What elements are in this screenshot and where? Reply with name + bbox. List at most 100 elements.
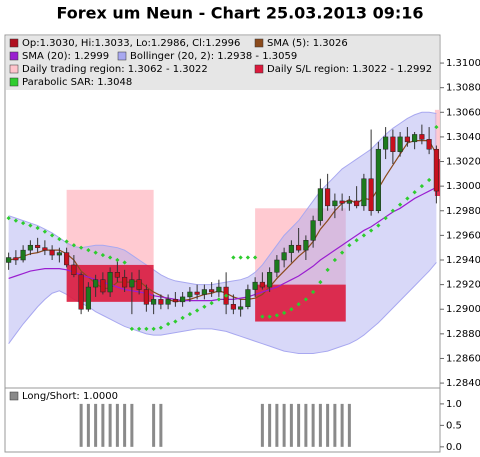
sar-dot (21, 220, 26, 226)
sar-dot (347, 243, 352, 248)
candle-body (259, 281, 265, 288)
bar (159, 403, 163, 447)
candle-body (93, 279, 99, 288)
candle-body (49, 249, 55, 256)
sar-dot (79, 245, 84, 250)
candle-body (151, 299, 157, 305)
sar-dot (296, 302, 301, 307)
bar (340, 403, 344, 447)
candle-body (35, 244, 41, 248)
candle-body (201, 289, 207, 295)
candle-body (56, 252, 62, 256)
plot-layer (79, 403, 351, 447)
sar-dot (245, 255, 250, 260)
sar-dot (209, 300, 214, 306)
sar-dot (398, 202, 403, 207)
sar-dot (311, 289, 316, 295)
candle-body (317, 188, 323, 221)
bar (318, 403, 322, 447)
sar-dot (224, 293, 229, 298)
sar-dot (180, 315, 185, 320)
sar-dot (253, 255, 258, 260)
legend-swatch (9, 391, 19, 401)
candle-body (172, 299, 178, 303)
candle-body (310, 220, 316, 241)
candle-body (361, 178, 367, 207)
sar-dot (144, 326, 149, 332)
bar (297, 403, 301, 447)
sar-dot (137, 326, 142, 332)
sar-dot (282, 310, 287, 316)
candle-body (288, 244, 294, 253)
candle-body (165, 299, 171, 305)
y-tick-label: 1.0 (446, 399, 462, 410)
sar-dot (151, 326, 156, 332)
bar (115, 403, 119, 447)
sar-dot (419, 184, 424, 189)
y-tick-label: 1.3060 (446, 107, 480, 118)
candle-body (216, 286, 222, 293)
sar-dot (195, 308, 200, 313)
sar-dot (202, 304, 207, 309)
candle-body (281, 252, 287, 261)
y-tick-label: 1.3040 (446, 132, 480, 143)
candle-body (339, 200, 345, 204)
candle-body (6, 257, 12, 263)
sar-dot (129, 326, 134, 332)
candle-body (129, 279, 135, 288)
legend-swatch (9, 51, 19, 61)
legend-box (6, 36, 439, 90)
candle-body (390, 136, 396, 152)
sar-dot (390, 208, 395, 213)
candle-body (404, 136, 410, 143)
candle-body (27, 244, 33, 251)
legend-swatch (117, 51, 127, 61)
bar (123, 403, 127, 447)
bar (326, 403, 330, 447)
y-tick-label: 1.2900 (446, 304, 480, 315)
y-tick-label: 1.2840 (446, 378, 480, 389)
sar-dot (93, 250, 98, 255)
candle-body (346, 200, 352, 204)
bar (282, 403, 286, 447)
legend-label: SMA (5): 1.3026 (267, 38, 348, 49)
y-tick-label: 1.2860 (446, 353, 480, 364)
bar (268, 403, 272, 447)
candle-body (158, 299, 164, 305)
legend-label: Parabolic SAR: 1.3048 (22, 77, 132, 88)
sar-dot (57, 236, 62, 242)
bar (347, 403, 351, 447)
candle-body (187, 291, 193, 298)
y-tick-label: 0.0 (446, 442, 462, 453)
sar-dot (412, 190, 417, 195)
indicator-line (8, 186, 437, 302)
sar-dot (332, 257, 337, 263)
candle-body (180, 296, 186, 303)
sar-dot (303, 297, 308, 302)
candle-body (375, 148, 381, 212)
legend-label: Daily trading region: 1.3062 - 1.3022 (22, 64, 208, 75)
sar-dot (50, 233, 55, 238)
sar-dot (325, 267, 330, 272)
candle-body (325, 188, 331, 207)
candle-body (296, 244, 302, 251)
candle-body (433, 148, 439, 192)
sar-dot (405, 196, 410, 201)
legend-swatch (254, 64, 264, 74)
sar-dot (158, 325, 163, 330)
sar-dot (13, 218, 18, 223)
y-tick-label: 1.2880 (446, 329, 480, 340)
sar-dot (274, 313, 279, 318)
sar-dot (260, 314, 265, 319)
bar (311, 403, 315, 447)
candle-body (136, 279, 142, 290)
y-tick-label: 1.3080 (446, 83, 480, 94)
sar-dot (71, 243, 76, 248)
bar (304, 403, 308, 447)
sar-dot (354, 238, 359, 243)
y-tick-label: 1.2980 (446, 206, 480, 217)
candle-body (122, 276, 128, 288)
candle-body (397, 136, 403, 152)
candle-body (13, 257, 19, 261)
